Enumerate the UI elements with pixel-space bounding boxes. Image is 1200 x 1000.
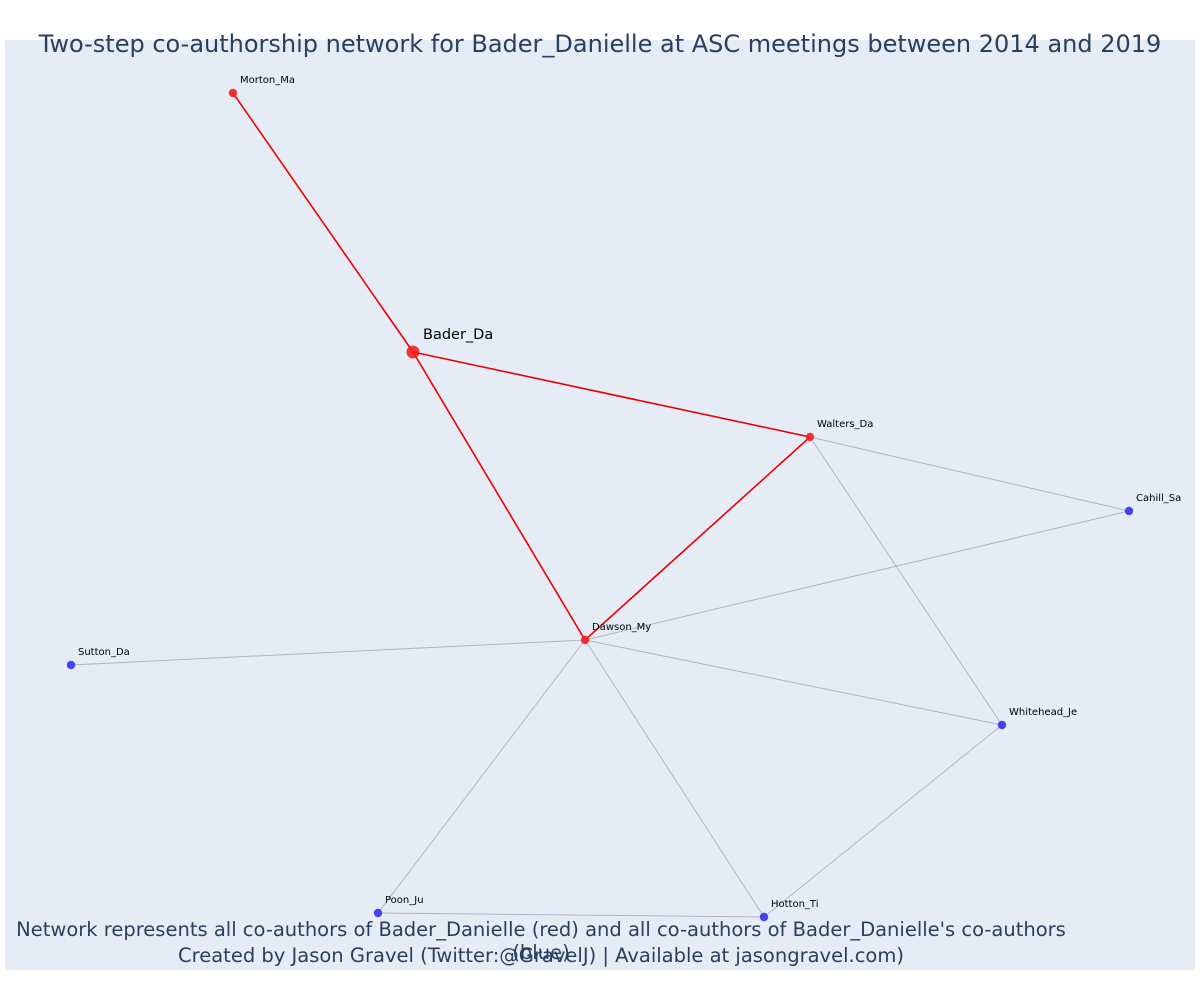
edge-Dawson_My-Hotton_Ti — [584, 639, 765, 918]
edge-Bader_Da-Walters_Da — [412, 351, 811, 438]
node-label-Cahill_Sa: Cahill_Sa — [1136, 493, 1181, 504]
edge-Dawson_My-Sutton_Da — [70, 639, 586, 666]
node-label-Walters_Da: Walters_Da — [817, 419, 873, 430]
edges-layer — [70, 92, 1130, 918]
node-Sutton_Da[interactable] — [66, 660, 76, 670]
edge-Walters_Da-Dawson_My — [584, 436, 811, 641]
node-Hotton_Ti[interactable] — [759, 912, 769, 922]
node-Bader_Da[interactable] — [406, 345, 420, 359]
edge-Walters_Da-Whitehead_Je — [809, 436, 1003, 726]
node-Morton_Ma[interactable] — [228, 88, 238, 98]
caption-legend-note: Network represents all co-authors of Bad… — [16, 918, 1066, 964]
plot-area — [5, 40, 1195, 970]
node-label-Whitehead_Je: Whitehead_Je — [1009, 707, 1077, 718]
node-Whitehead_Je[interactable] — [997, 720, 1007, 730]
edge-Poon_Ju-Hotton_Ti — [377, 912, 765, 918]
node-Cahill_Sa[interactable] — [1124, 506, 1134, 516]
node-label-Hotton_Ti: Hotton_Ti — [771, 899, 819, 910]
caption-credit: Created by Jason Gravel (Twitter:@Gravel… — [178, 944, 904, 967]
edge-Bader_Da-Morton_Ma — [232, 92, 414, 353]
edge-Bader_Da-Dawson_My — [412, 351, 586, 641]
edge-Dawson_My-Whitehead_Je — [584, 639, 1003, 726]
node-label-Poon_Ju: Poon_Ju — [385, 895, 424, 906]
node-Dawson_My[interactable] — [580, 635, 590, 645]
node-Poon_Ju[interactable] — [373, 908, 383, 918]
node-label-Morton_Ma: Morton_Ma — [240, 75, 295, 86]
edge-Walters_Da-Cahill_Sa — [809, 436, 1130, 512]
node-label-Dawson_My: Dawson_My — [592, 622, 651, 633]
node-label-Bader_Da: Bader_Da — [423, 327, 493, 343]
edge-Whitehead_Je-Hotton_Ti — [763, 724, 1003, 918]
edge-Dawson_My-Cahill_Sa — [584, 510, 1130, 641]
edge-Dawson_My-Poon_Ju — [377, 639, 586, 914]
nodes-layer — [66, 88, 1134, 922]
node-label-Sutton_Da: Sutton_Da — [78, 647, 130, 658]
labels-layer: Bader_Da Morton_Ma Walters_Da Dawson_My Cahi… — [78, 75, 1181, 910]
node-Walters_Da[interactable] — [805, 432, 815, 442]
chart-title: Two-step co-authorship network for Bader… — [38, 30, 1162, 58]
